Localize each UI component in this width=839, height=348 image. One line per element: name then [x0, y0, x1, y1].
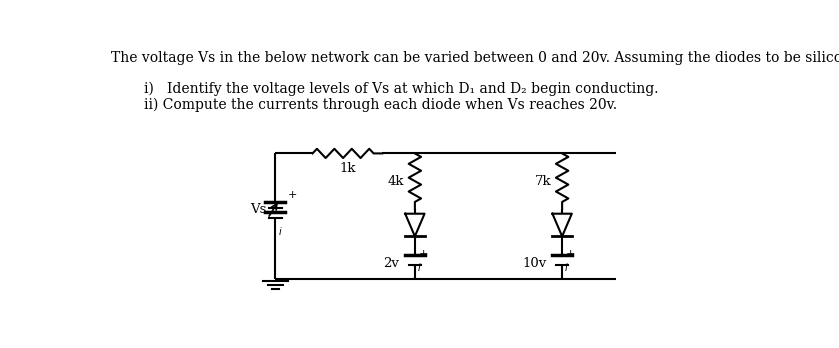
Text: +: +: [419, 249, 428, 259]
Text: 10v: 10v: [523, 258, 547, 270]
Text: 4k: 4k: [388, 175, 404, 188]
Text: i: i: [417, 263, 420, 273]
Text: 1k: 1k: [339, 162, 356, 175]
Text: i)   Identify the voltage levels of Vs at which D₁ and D₂ begin conducting.: i) Identify the voltage levels of Vs at …: [143, 82, 658, 96]
Text: The voltage Vs in the below network can be varied between 0 and 20v. Assuming th: The voltage Vs in the below network can …: [111, 51, 839, 65]
Text: i: i: [279, 227, 281, 237]
Text: +: +: [566, 249, 576, 259]
Text: i: i: [565, 263, 567, 273]
Text: 2v: 2v: [383, 258, 399, 270]
Text: Vs: Vs: [250, 203, 266, 216]
Text: +: +: [288, 190, 297, 200]
Text: 7k: 7k: [534, 175, 551, 188]
Text: ii) Compute the currents through each diode when Vs reaches 20v.: ii) Compute the currents through each di…: [143, 97, 617, 112]
